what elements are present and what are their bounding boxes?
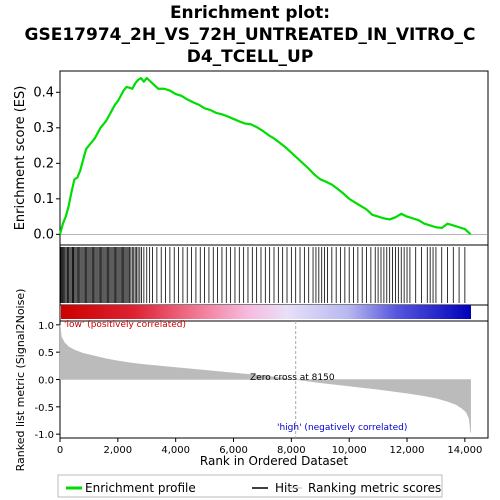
x-tick-label: 8,000 — [277, 445, 306, 456]
es-y-tick-label: 0.4 — [33, 85, 54, 100]
metric-y-tick-label: 0.0 — [38, 376, 54, 387]
metric-y-tick-label: 0.5 — [38, 348, 54, 359]
legend-box — [57, 474, 443, 498]
metric-y-tick-label: 1.0 — [38, 321, 54, 332]
es-panel-frame — [59, 70, 489, 246]
legend-label-ranking-metric: Ranking metric scores — [308, 481, 441, 495]
metric-axis-label: Ranked list metric (Signal2Noise) — [14, 289, 27, 472]
metric-y-tick-label: -0.5 — [34, 403, 54, 414]
chart-title-line-2: GSE17974_2H_VS_72H_UNTREATED_IN_VITRO_C — [25, 25, 476, 45]
zero-cross-label: Zero cross at 8150 — [250, 373, 335, 383]
x-tick-label: 4,000 — [161, 445, 190, 456]
x-tick-label: 12,000 — [390, 445, 425, 456]
es-y-tick-label: 0.1 — [33, 192, 54, 207]
enrichment-profile-line — [58, 77, 472, 236]
chart-title-line-1: Enrichment plot: — [170, 3, 330, 23]
x-tick-label: 10,000 — [332, 445, 367, 456]
es-y-tick-label: 0.0 — [33, 227, 54, 242]
es-y-tick-label: 0.2 — [33, 156, 54, 171]
es-series — [58, 77, 472, 236]
x-tick-label: 6,000 — [219, 445, 248, 456]
negative-correlated-label: 'high' (negatively correlated) — [277, 423, 407, 433]
metric-series — [59, 324, 471, 433]
ranking-metric-area — [59, 324, 471, 433]
metric-axes: -1.0 -0.5 0.0 0.5 1.0 0 2,000 4,000 6,000 8,000 10… — [34, 321, 482, 456]
es-axis-label: Enrichment score (ES) — [13, 86, 28, 231]
hits-series — [60, 247, 466, 303]
rank-colorbar — [61, 305, 471, 319]
x-tick-label: 0 — [57, 445, 63, 456]
metric-y-tick-label: -1.0 — [34, 430, 54, 441]
chart-title-line-3: D4_TCELL_UP — [187, 47, 314, 67]
positive-correlated-label: 'low' (positively correlated) — [64, 320, 186, 330]
x-tick-label: 14,000 — [447, 445, 482, 456]
x-axis-label: Rank in Ordered Dataset — [200, 454, 348, 468]
legend-label-enrichment-profile: Enrichment profile — [85, 481, 196, 495]
es-axes: 0.0 0.1 0.2 0.3 0.4 — [33, 85, 488, 242]
x-tick-label: 2,000 — [104, 445, 133, 456]
es-y-tick-label: 0.3 — [33, 121, 54, 136]
